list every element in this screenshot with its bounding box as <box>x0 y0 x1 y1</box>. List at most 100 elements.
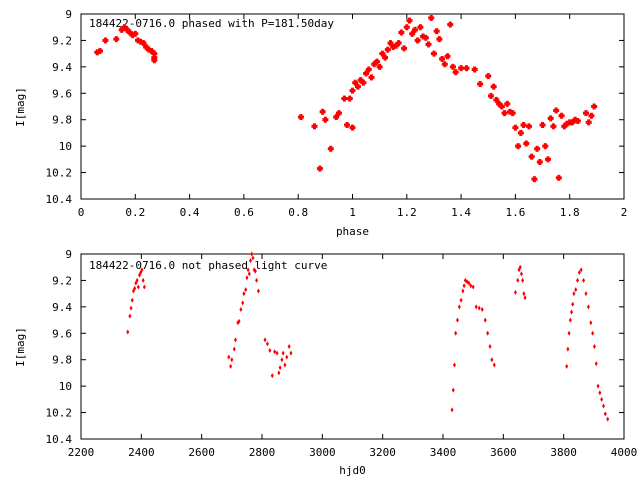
data-point <box>335 110 342 117</box>
data-point <box>409 30 416 37</box>
data-point <box>496 100 503 107</box>
data-point <box>458 65 465 72</box>
data-point <box>513 289 517 295</box>
data-point <box>515 143 522 150</box>
data-point <box>594 361 598 367</box>
data-point <box>275 350 279 356</box>
data-point <box>553 107 560 114</box>
data-point <box>425 41 432 48</box>
plot-frame <box>80 253 625 440</box>
data-point <box>277 370 281 376</box>
data-point <box>579 267 583 273</box>
data-point <box>113 36 120 43</box>
data-point <box>487 92 494 99</box>
data-point <box>360 79 367 86</box>
data-point <box>102 37 109 44</box>
data-point <box>140 40 147 47</box>
data-point <box>492 362 496 368</box>
data-point <box>528 153 535 160</box>
data-point <box>436 36 443 43</box>
data-point <box>384 46 391 53</box>
data-point <box>467 280 471 286</box>
x-tick-label: 0.2 <box>125 206 145 219</box>
data-point <box>471 284 475 290</box>
x-tick-label: 2200 <box>68 446 95 459</box>
data-point <box>455 317 459 323</box>
y-axis-label: I[mag] <box>14 87 27 127</box>
chart-title: 184422-0716.0 phased with P=181.50day <box>89 17 334 30</box>
x-tick-label: 2800 <box>249 446 276 459</box>
data-point <box>349 87 356 94</box>
data-point <box>287 344 291 349</box>
data-point <box>148 48 155 54</box>
data-point <box>129 305 133 311</box>
data-point <box>444 53 451 60</box>
x-tick-label: 0.8 <box>288 206 308 219</box>
data-point <box>439 55 446 62</box>
data-point <box>566 346 570 352</box>
data-point <box>280 357 284 363</box>
data-point <box>322 116 329 123</box>
plot-frame <box>80 13 625 200</box>
data-point <box>244 287 248 293</box>
data-point <box>319 108 326 115</box>
x-tick-label: 2600 <box>188 446 215 459</box>
data-point <box>555 174 562 181</box>
data-point <box>598 390 602 396</box>
data-point <box>519 271 523 277</box>
data-point <box>132 30 139 37</box>
data-point <box>521 277 525 283</box>
phased-light-curve-chart: 0 0.2 0.4 0.6 0.8 1 1.2 1.4 1.6 1.8 2 9 9.2 9.4 9.6 9.8… <box>14 8 627 238</box>
data-point <box>570 309 574 315</box>
data-point <box>233 337 237 343</box>
data-point <box>124 26 131 33</box>
data-point <box>591 103 598 110</box>
data-point <box>297 114 304 121</box>
data-point <box>576 277 580 283</box>
data-point <box>531 176 538 183</box>
x-tick-label: 1.4 <box>451 206 471 219</box>
data-point <box>483 317 487 323</box>
x-tick-label: 0.6 <box>234 206 254 219</box>
data-point <box>450 407 454 413</box>
data-point <box>143 44 150 51</box>
data-point <box>565 363 569 369</box>
data-point <box>516 277 520 283</box>
data-point <box>477 81 484 88</box>
data-point <box>371 61 378 68</box>
data-point <box>227 354 231 360</box>
data-point <box>365 66 372 73</box>
data-point <box>601 403 605 409</box>
x-tick-label: 3800 <box>550 446 577 459</box>
data-point <box>592 344 596 349</box>
y-tick-label: 9 <box>65 248 72 261</box>
data-point <box>241 300 245 306</box>
data-point <box>474 304 478 310</box>
x-tick-label: 3400 <box>430 446 457 459</box>
data-point <box>382 54 389 61</box>
data-point <box>536 159 543 165</box>
data-point <box>265 341 269 347</box>
data-point <box>490 357 494 363</box>
data-point <box>246 267 250 273</box>
y-tick-label: 9.6 <box>52 327 72 340</box>
data-point <box>151 57 158 64</box>
data-point <box>281 350 285 356</box>
data-point <box>341 95 348 102</box>
y-axis-label: I[mag] <box>14 327 27 367</box>
data-point <box>428 14 435 21</box>
x-tick-label: 1.8 <box>560 206 580 219</box>
data-point <box>582 110 589 117</box>
data-point <box>126 29 133 36</box>
data-point <box>242 291 246 297</box>
data-point <box>534 145 541 152</box>
data-point <box>586 304 590 310</box>
x-axis-label: phase <box>336 225 369 238</box>
data-point <box>488 344 492 349</box>
chart-title: 184422-0716.0 not phased light curve <box>89 259 327 272</box>
data-point <box>452 69 459 76</box>
data-point <box>130 297 134 303</box>
data-point <box>403 24 410 31</box>
data-point <box>373 58 380 65</box>
data-point <box>352 79 359 86</box>
